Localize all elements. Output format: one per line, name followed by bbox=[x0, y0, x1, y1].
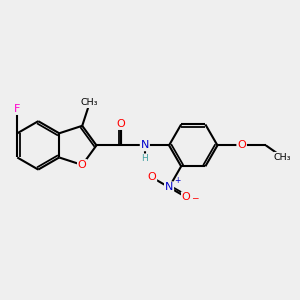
Text: +: + bbox=[174, 176, 180, 185]
Text: O: O bbox=[237, 140, 246, 150]
Text: O: O bbox=[78, 160, 87, 170]
Text: O: O bbox=[182, 192, 190, 202]
Text: N: N bbox=[141, 140, 149, 150]
Text: CH₃: CH₃ bbox=[274, 153, 292, 162]
Text: CH₃: CH₃ bbox=[81, 98, 98, 107]
Text: N: N bbox=[165, 182, 173, 192]
Text: H: H bbox=[142, 154, 148, 163]
Text: O: O bbox=[116, 119, 125, 129]
Text: F: F bbox=[14, 104, 20, 114]
Text: O: O bbox=[148, 172, 156, 182]
Text: −: − bbox=[190, 193, 198, 202]
